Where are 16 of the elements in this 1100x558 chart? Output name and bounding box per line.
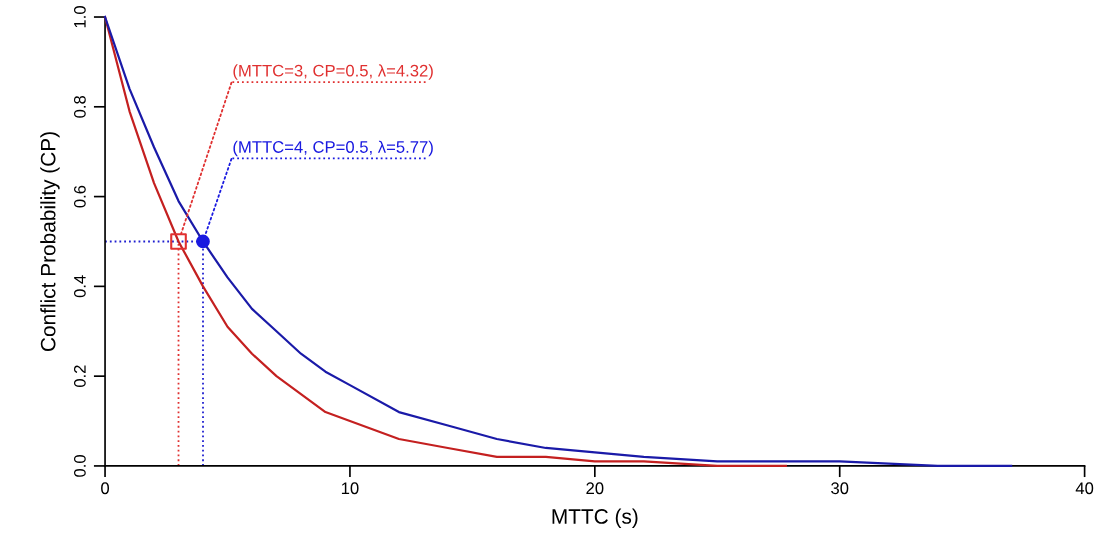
y-tick-label: 0.8	[73, 95, 86, 118]
x-tick-label: 10	[341, 482, 359, 495]
y-tick-label: 0.0	[73, 455, 86, 477]
line-series	[103, 15, 1013, 468]
x-tick-label: 30	[831, 482, 849, 495]
y-tick-label: 0.6	[73, 185, 86, 208]
y-tick-label: 0.4	[73, 275, 86, 298]
x-tick-label: 40	[1075, 482, 1094, 495]
y-tick-label: 1.0	[73, 6, 86, 28]
y-axis-title: Conflict Probability (CP)	[40, 132, 60, 351]
x-tick-label: 20	[586, 482, 604, 495]
annotation: (MTTC=4, CP=0.5, λ=5.77)	[233, 140, 433, 157]
annotation: (MTTC=3, CP=0.5, λ=4.32)	[233, 64, 433, 80]
x-axis-title: MTTC (s)	[552, 508, 638, 528]
x-tick-label: 0	[101, 482, 110, 495]
y-tick-label: 0.2	[73, 365, 86, 388]
